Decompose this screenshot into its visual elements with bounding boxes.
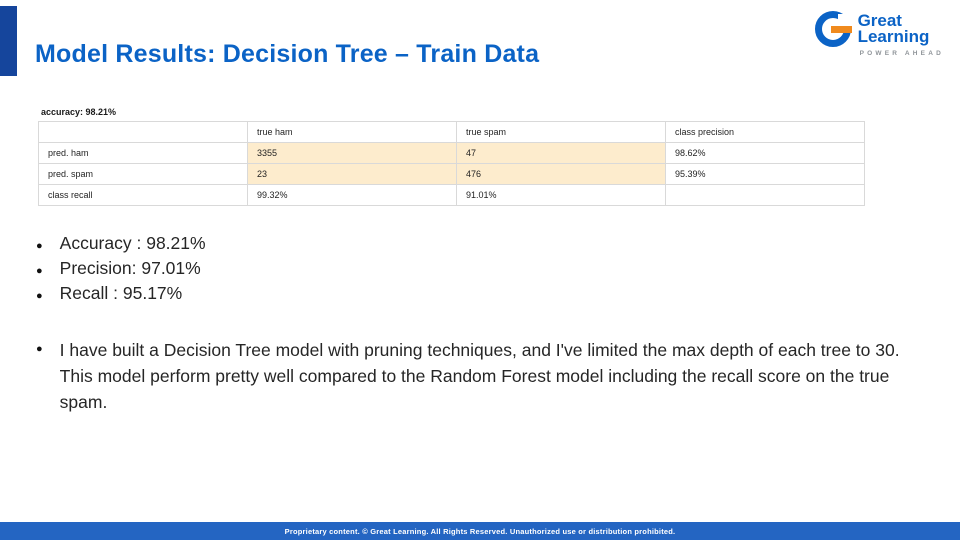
matrix-value-cell: 3355 xyxy=(247,142,457,164)
metric-recall: Recall : 95.17% xyxy=(59,283,183,303)
logo-text: Great Learning xyxy=(857,11,930,46)
matrix-precision-cell: 98.62% xyxy=(665,142,865,164)
matrix-value-cell: 47 xyxy=(456,142,666,164)
matrix-empty-cell xyxy=(665,184,865,206)
matrix-row-pred-ham: pred. ham 3355 47 98.62% xyxy=(38,142,865,164)
bullet-icon: ● xyxy=(36,343,43,355)
matrix-row-label: class recall xyxy=(38,184,248,206)
bullet-icon: ● xyxy=(36,240,43,252)
great-learning-g-icon xyxy=(814,11,852,47)
metrics-list: ● Accuracy : 98.21% ● Precision: 97.01% … xyxy=(36,233,206,308)
metric-accuracy: Accuracy : 98.21% xyxy=(59,233,206,253)
accuracy-label: accuracy: 98.21% xyxy=(41,107,117,117)
matrix-col-header-true-spam: true spam xyxy=(456,121,666,143)
list-item-accuracy: ● Accuracy : 98.21% xyxy=(36,233,206,258)
bullet-icon: ● xyxy=(36,290,43,302)
summary-text: I have built a Decision Tree model with … xyxy=(59,340,900,412)
matrix-col-header-class-precision: class precision xyxy=(665,121,865,143)
matrix-header-row: true ham true spam class precision xyxy=(38,121,865,143)
matrix-precision-cell: 95.39% xyxy=(665,163,865,185)
footer-bar: Proprietary content. © Great Learning. A… xyxy=(0,522,960,540)
list-item-recall: ● Recall : 95.17% xyxy=(36,283,206,308)
metric-precision: Precision: 97.01% xyxy=(59,258,201,278)
matrix-recall-cell: 91.01% xyxy=(456,184,666,206)
great-learning-logo: Great Learning POWER AHEAD xyxy=(814,11,944,57)
page-title: Model Results: Decision Tree – Train Dat… xyxy=(35,40,540,68)
matrix-row-pred-spam: pred. spam 23 476 95.39% xyxy=(38,163,865,185)
matrix-row-class-recall: class recall 99.32% 91.01% xyxy=(38,184,865,206)
matrix-col-header-true-ham: true ham xyxy=(247,121,457,143)
logo-row: Great Learning xyxy=(814,11,944,47)
summary-bullet: ● I have built a Decision Tree model wit… xyxy=(36,337,924,415)
matrix-corner-cell xyxy=(38,121,248,143)
matrix-row-label: pred. spam xyxy=(38,163,248,185)
bullet-icon: ● xyxy=(36,265,43,277)
matrix-value-cell: 476 xyxy=(456,163,666,185)
matrix-value-cell: 23 xyxy=(247,163,457,185)
list-item-precision: ● Precision: 97.01% xyxy=(36,258,206,283)
logo-tagline: POWER AHEAD xyxy=(859,50,944,57)
matrix-row-label: pred. ham xyxy=(38,142,248,164)
logo-word-great: Great xyxy=(857,11,902,30)
accent-bar xyxy=(0,6,17,76)
footer-text: Proprietary content. © Great Learning. A… xyxy=(284,526,676,536)
matrix-recall-cell: 99.32% xyxy=(247,184,457,206)
logo-word-learning: Learning xyxy=(857,27,930,46)
confusion-matrix-table: true ham true spam class precision pred.… xyxy=(38,121,865,206)
